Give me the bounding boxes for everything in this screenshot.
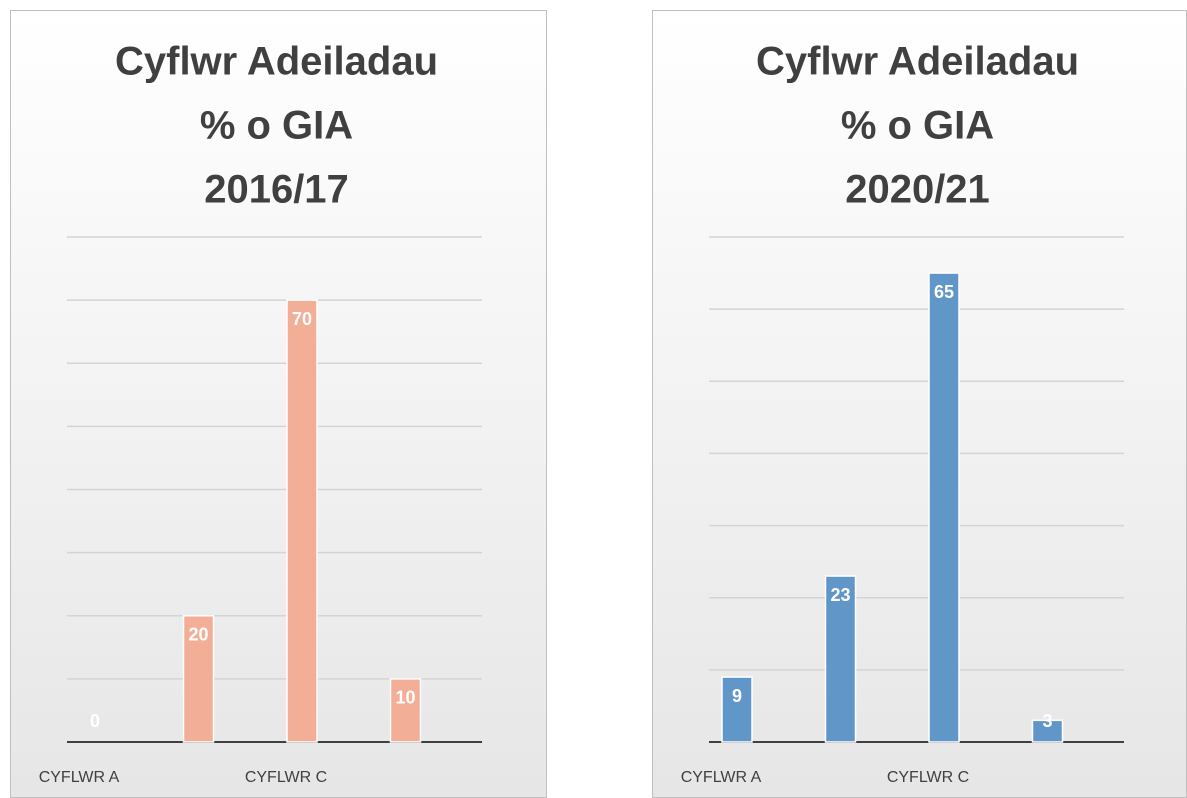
chart-title: 2016/17 — [204, 168, 349, 212]
bar — [824, 575, 857, 743]
panel-background — [652, 10, 1187, 798]
chart-title: Cyflwr Adeiladau — [115, 40, 438, 84]
chart: Cyflwr Adeiladau % o GIA 2016/17 CYFLWR A 0 2… — [10, 10, 547, 798]
bar — [389, 678, 422, 743]
x-tick-label: CYFLWR C — [887, 769, 969, 786]
chart-title: 2020/21 — [845, 168, 990, 212]
chart-title: % o GIA — [841, 104, 994, 148]
chart-title: % o GIA — [200, 104, 353, 148]
bar — [721, 676, 753, 743]
bar — [182, 615, 215, 743]
bar — [1031, 719, 1064, 743]
data-label: 9 — [732, 686, 742, 706]
panel-background — [10, 10, 547, 798]
x-tick-label: CYFLWR C — [245, 769, 327, 786]
x-tick-label: CYFLWR A — [39, 769, 120, 786]
data-label: 23 — [830, 585, 850, 605]
data-label: 70 — [292, 309, 312, 329]
data-label: 65 — [934, 282, 954, 302]
bar — [928, 272, 960, 743]
chart-title: Cyflwr Adeiladau — [756, 40, 1079, 84]
chart: Cyflwr Adeiladau % o GIA 2020/21 CYFLWR A 9 2… — [652, 10, 1187, 798]
data-label: 10 — [395, 688, 415, 708]
data-label: 0 — [90, 711, 100, 731]
data-label: 3 — [1042, 711, 1052, 731]
data-label: 20 — [188, 625, 208, 645]
x-tick-label: CYFLWR A — [681, 769, 762, 786]
bar — [286, 299, 318, 743]
